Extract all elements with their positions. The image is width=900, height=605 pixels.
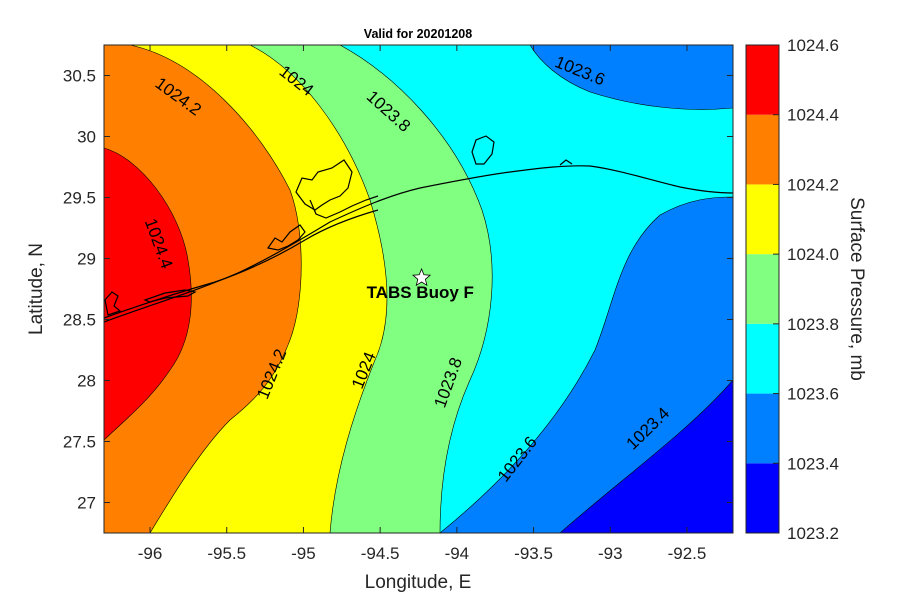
x-tick-label: -94 [445,544,470,563]
colorbar-segment [746,114,779,185]
y-tick-label: 29.5 [63,189,96,208]
markers: TABS Buoy F [367,267,474,302]
band-1024.2-1024.4 [104,45,302,533]
coastline [104,135,733,323]
band-1023.2-1023.4 [560,380,733,533]
y-tick-label: 27 [77,494,96,513]
colorbar-tick-label: 1024.2 [787,175,839,194]
buoy-label: TABS Buoy F [367,283,474,302]
colorbar-tick-label: 1024.0 [787,245,839,264]
y-tick-label: 30.5 [63,67,96,86]
x-axis-label: Longitude, E [365,572,472,593]
x-tick-label: -95.5 [207,544,246,563]
band-1024.4-1024.6 [104,148,192,440]
x-tick-label: -95 [291,544,316,563]
colorbar-tick-label: 1024.4 [787,106,839,125]
colorbar-segment [746,393,779,464]
buoy-star-marker [411,267,432,287]
contour-fill [104,45,733,533]
y-tick-label: 29 [77,250,96,269]
band-1023.4-1023.6 [440,197,733,533]
x-tick-label: -93.5 [514,544,553,563]
colorbar-tick-label: 1024.6 [787,36,839,55]
colorbar-segment [746,463,779,533]
y-axis: 27 27.5 28 28.5 29 29.5 30 30.5 [63,67,733,513]
y-tick-label: 28 [77,372,96,391]
colorbar-tick-label: 1023.2 [787,524,839,543]
plot-frame [103,44,734,534]
x-tick-label: -94.5 [361,544,400,563]
colorbar: 1023.2 1023.4 1023.6 1023.8 1024.0 1024.2 1024… [745,36,839,543]
y-axis-label: Latitude, N [26,243,47,335]
contour-lines [104,45,733,533]
colorbar-segment [746,323,779,394]
colorbar-tick-label: 1023.4 [787,454,839,473]
colorbar-label: Surface Pressure, mb [846,197,867,381]
band-1023.4-1023.6-north [530,45,733,110]
colorbar-segment [746,254,779,324]
y-tick-label: 30 [77,128,96,147]
colorbar-segment [746,45,779,115]
y-tick-label: 28.5 [63,311,96,330]
chart-title: Valid for 20201208 [364,27,472,41]
colorbar-frame [745,44,780,534]
x-tick-label: -93 [598,544,623,563]
x-axis: -96 -95.5 -95 -94.5 -94 -93.5 -93 -92.5 [138,45,707,563]
colorbar-segment [746,184,779,255]
x-tick-label: -92.5 [668,544,707,563]
colorbar-tick-label: 1023.8 [787,315,839,334]
x-tick-label: -96 [138,544,163,563]
y-tick-label: 27.5 [63,433,96,452]
colorbar-tick-label: 1023.6 [787,385,839,404]
